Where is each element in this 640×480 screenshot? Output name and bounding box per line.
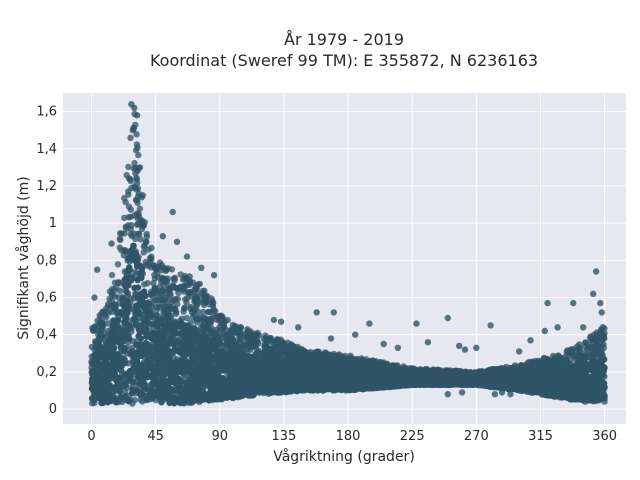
- data-point: [140, 249, 147, 256]
- data-point: [162, 276, 169, 283]
- chart-title-line1: År 1979 - 2019: [284, 30, 404, 49]
- data-point: [209, 314, 216, 321]
- data-point: [213, 331, 220, 338]
- data-point: [127, 231, 134, 238]
- data-point: [295, 351, 302, 358]
- data-point: [148, 290, 155, 298]
- data-point: [118, 247, 125, 254]
- data-point: [191, 286, 198, 293]
- data-point: [122, 198, 129, 206]
- data-point: [162, 289, 169, 296]
- data-point: [205, 308, 212, 316]
- data-point: [103, 314, 110, 321]
- data-point: [206, 301, 213, 308]
- data-point: [136, 205, 144, 212]
- data-point: [195, 281, 202, 288]
- data-point: [141, 281, 148, 288]
- data-point: [329, 355, 337, 362]
- data-point: [108, 297, 115, 304]
- data-point: [574, 343, 581, 350]
- data-point: [140, 243, 148, 251]
- data-point: [164, 310, 171, 317]
- data-point: [162, 267, 169, 274]
- data-point: [571, 355, 579, 362]
- data-point: [142, 258, 149, 266]
- data-point: [128, 184, 135, 192]
- data-point: [125, 163, 132, 171]
- data-point: [323, 357, 331, 364]
- data-point: [170, 275, 177, 282]
- data-point: [510, 365, 517, 372]
- data-point: [92, 326, 100, 334]
- data-point: [134, 199, 141, 207]
- data-point: [127, 226, 134, 233]
- data-point: [161, 303, 168, 311]
- data-point: [134, 221, 141, 228]
- data-point: [575, 350, 582, 357]
- data-point: [596, 332, 603, 339]
- data-point: [255, 347, 262, 355]
- data-point: [117, 230, 124, 237]
- data-point: [164, 294, 171, 302]
- data-point: [173, 308, 180, 315]
- data-point: [232, 323, 240, 330]
- data-point: [216, 323, 223, 331]
- data-point: [592, 346, 599, 353]
- data-point: [139, 222, 147, 229]
- data-point: [109, 285, 116, 293]
- data-point: [124, 293, 131, 300]
- data-point: [168, 266, 176, 273]
- data-point: [272, 351, 279, 359]
- data-point: [503, 363, 510, 371]
- data-point: [122, 223, 129, 230]
- data-point: [133, 131, 140, 138]
- data-point: [96, 318, 104, 326]
- data-point: [212, 308, 219, 315]
- data-point: [237, 329, 244, 336]
- data-point: [190, 307, 197, 315]
- data-points: [88, 101, 608, 407]
- data-point: [595, 351, 603, 358]
- data-point: [125, 214, 132, 221]
- data-point: [199, 287, 207, 295]
- data-point: [148, 253, 155, 260]
- data-point: [228, 338, 235, 345]
- data-point: [587, 333, 594, 340]
- data-point: [137, 236, 144, 243]
- data-point: [255, 340, 262, 347]
- data-point: [114, 261, 122, 268]
- data-point: [96, 338, 103, 345]
- data-point: [155, 297, 163, 304]
- data-point: [600, 341, 607, 348]
- data-point: [599, 324, 607, 331]
- data-point: [168, 303, 175, 311]
- data-point: [177, 271, 184, 278]
- data-point: [178, 315, 186, 322]
- data-point: [204, 321, 212, 329]
- data-point: [133, 174, 140, 182]
- data-point: [314, 348, 321, 356]
- data-point: [232, 329, 240, 336]
- data-point: [156, 283, 164, 290]
- data-point: [108, 271, 116, 279]
- data-point: [255, 332, 263, 339]
- data-point: [127, 206, 135, 213]
- data-point: [351, 356, 358, 363]
- data-point: [117, 236, 124, 243]
- chart-title-line2: Koordinat (Sweref 99 TM): E 355872, N 62…: [150, 51, 538, 70]
- data-point: [260, 335, 267, 342]
- data-point: [127, 175, 134, 183]
- data-point: [115, 279, 122, 286]
